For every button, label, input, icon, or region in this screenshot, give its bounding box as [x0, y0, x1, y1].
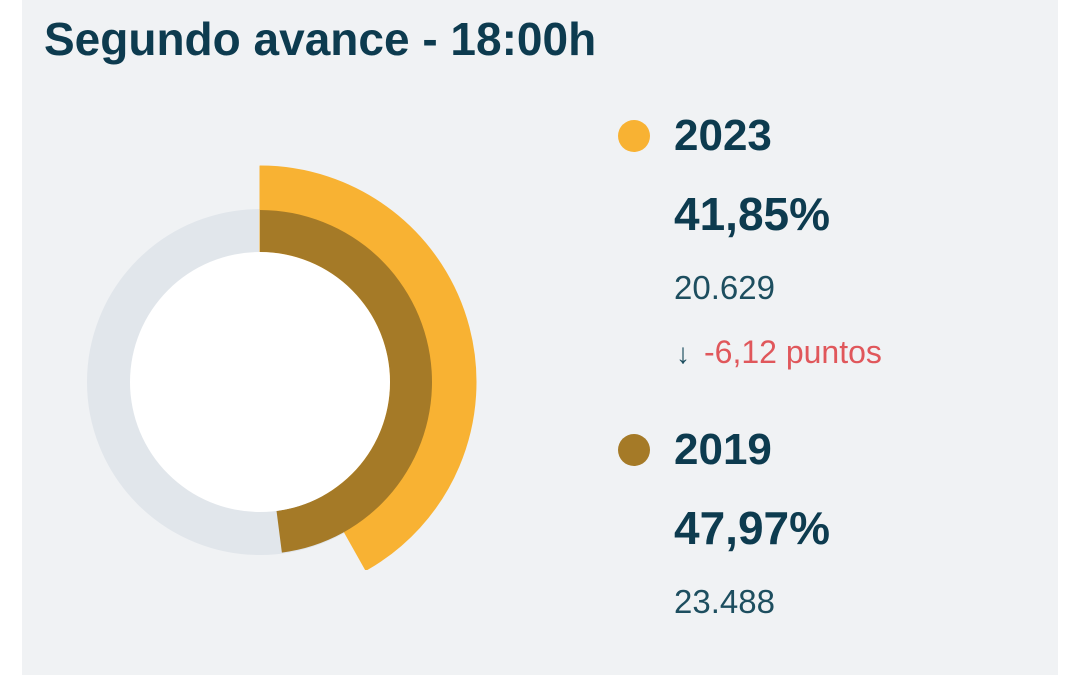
change-value-2023: -6,12 puntos — [704, 334, 882, 370]
turnout-donut-chart — [87, 165, 477, 570]
arrow-down-icon: ↓ — [676, 338, 690, 369]
count-2023: 20.629 — [674, 269, 775, 306]
legend-year-2023: 2023 — [674, 111, 772, 160]
percent-2019: 47,97% — [674, 502, 831, 554]
page-title: Segundo avance - 18:00h — [44, 13, 597, 65]
percent-2023: 41,85% — [674, 188, 831, 240]
change-2023: ↓ -6,12 puntos — [676, 330, 882, 376]
legend-year-2019: 2019 — [674, 425, 772, 474]
legend-dot-2023 — [618, 120, 650, 152]
donut-center — [130, 252, 390, 512]
legend-dot-2019 — [618, 434, 650, 466]
arc-2019[interactable] — [260, 210, 432, 553]
count-2019: 23.488 — [674, 583, 775, 620]
